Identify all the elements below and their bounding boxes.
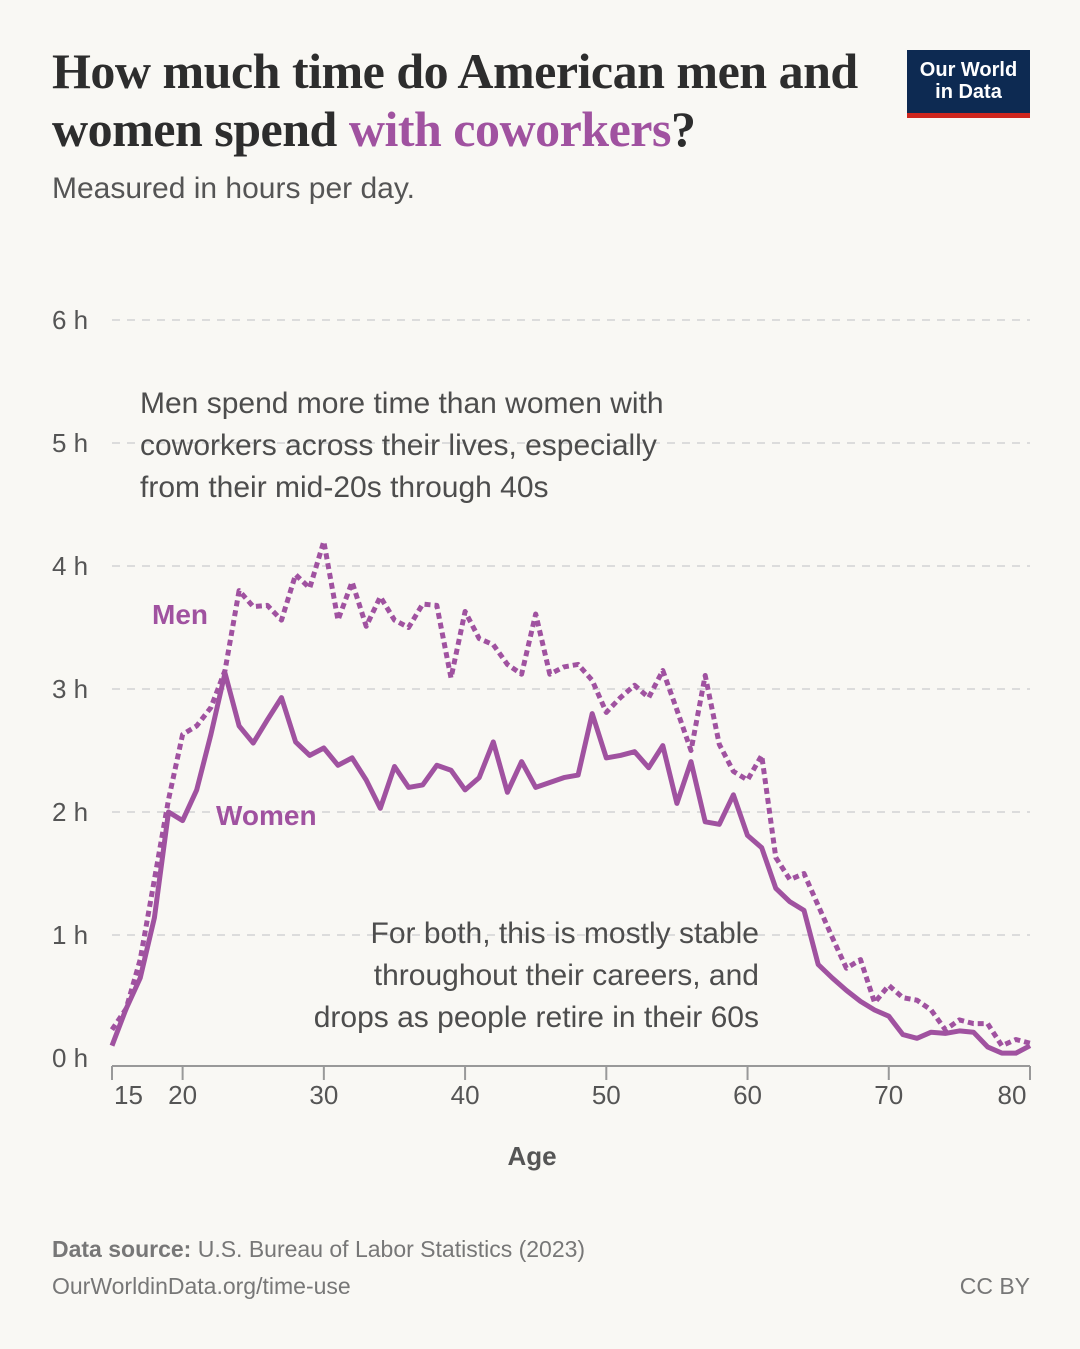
- y-tick-label: 0 h: [52, 1043, 88, 1073]
- x-tick-label: 40: [451, 1080, 480, 1110]
- owid-logo[interactable]: Our World in Data: [907, 50, 1030, 118]
- x-tick-label: 50: [592, 1080, 621, 1110]
- annotation-top-line: from their mid-20s through 40s: [140, 471, 549, 504]
- x-tick-label: 20: [168, 1080, 197, 1110]
- series-label-men: Men: [152, 599, 208, 630]
- x-tick-label: 15: [114, 1080, 143, 1110]
- data-source: Data source: U.S. Bureau of Labor Statis…: [52, 1236, 585, 1263]
- annotation-bottom-line: drops as people retire in their 60s: [314, 1001, 759, 1034]
- annotation-top-line: Men spend more time than women with: [140, 387, 664, 420]
- source-url-link[interactable]: OurWorldinData.org/time-use: [52, 1273, 351, 1299]
- x-tick-label: 60: [733, 1080, 762, 1110]
- y-tick-label: 4 h: [52, 551, 88, 581]
- line-chart: 0 h 1 h 2 h 3 h 4 h 5 h 6 h 15 20 30 40 50 60 70 80 M…: [52, 305, 1032, 1171]
- logo-line1: Our World: [919, 59, 1018, 81]
- y-tick-label: 5 h: [52, 428, 88, 458]
- title-part1: How much time do American men and women …: [52, 43, 858, 157]
- chart-title: How much time do American men and women …: [52, 42, 872, 158]
- title-highlight: with coworkers: [348, 101, 672, 157]
- license-link[interactable]: CC BY: [959, 1273, 1030, 1299]
- logo-line2: in Data: [935, 81, 1002, 103]
- y-tick-label: 6 h: [52, 305, 88, 335]
- annotation-top-line: coworkers across their lives, especially: [140, 429, 657, 462]
- series-line-men: [109, 538, 1031, 1049]
- x-axis: 15 20 30 40 50 60 70 80: [111, 1065, 1031, 1110]
- annotation-bottom-line: For both, this is mostly stable: [371, 917, 759, 950]
- x-tick-label: 80: [998, 1080, 1027, 1110]
- y-tick-label: 1 h: [52, 920, 88, 950]
- x-tick-label: 30: [309, 1080, 338, 1110]
- series-lines: [109, 538, 1032, 1056]
- y-axis: 0 h 1 h 2 h 3 h 4 h 5 h 6 h: [52, 305, 88, 1073]
- source-label: Data source:: [52, 1236, 192, 1262]
- annotation-bottom-line: throughout their careers, and: [374, 959, 759, 992]
- grid-lines: [112, 319, 1030, 936]
- series-label-women: Women: [216, 800, 317, 831]
- x-tick-label: 70: [874, 1080, 903, 1110]
- annotations: Men spend more time than women with cowor…: [140, 387, 759, 1034]
- y-tick-label: 2 h: [52, 797, 88, 827]
- y-tick-label: 3 h: [52, 674, 88, 704]
- x-axis-label: Age: [507, 1141, 556, 1171]
- title-part2: ?: [670, 101, 696, 157]
- chart-subtitle: Measured in hours per day.: [52, 172, 415, 205]
- source-text: U.S. Bureau of Labor Statistics (2023): [191, 1236, 586, 1262]
- series-line-women: [109, 670, 1032, 1056]
